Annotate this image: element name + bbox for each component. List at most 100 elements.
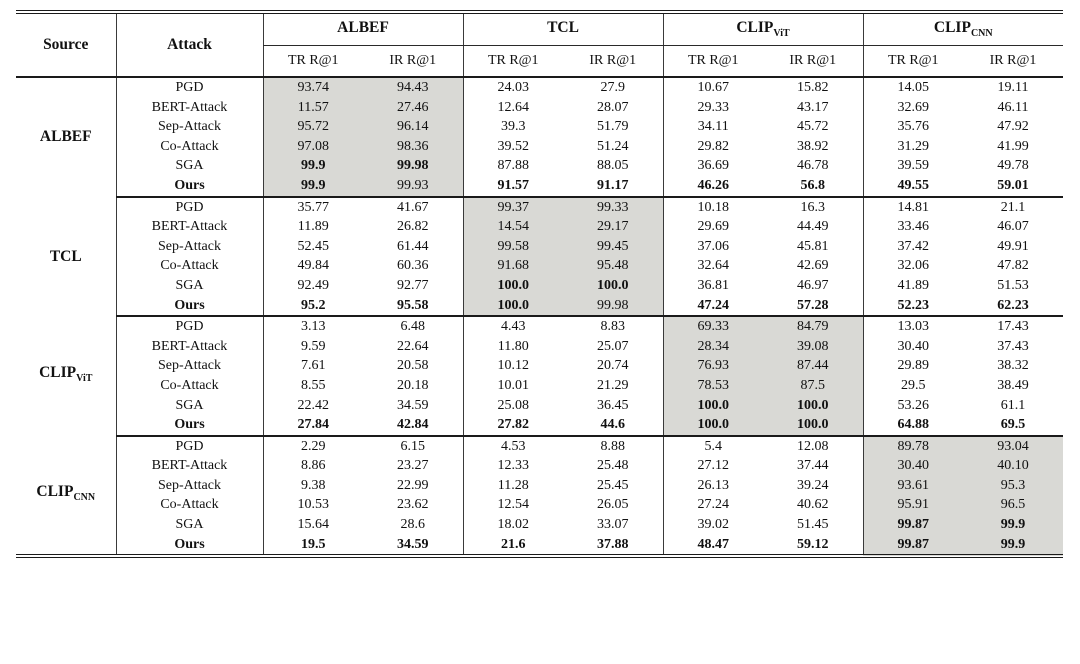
metric-value: 28.34 (662, 336, 763, 357)
metric-value: 9.38 (262, 475, 363, 496)
metric-value: 26.05 (597, 497, 629, 513)
model-group-label: CLIP (933, 19, 971, 37)
metric-value: 91.57 (462, 175, 563, 198)
metric-value: 100.0 (462, 275, 563, 296)
metric-value: 7.61 (262, 356, 363, 376)
metric-value: 99.93 (363, 175, 463, 198)
metric-value: 59.01 (963, 175, 1063, 198)
metric-value: 34.59 (397, 397, 429, 413)
metric-value: 99.9 (262, 175, 363, 198)
metric-value: 69.33 (662, 316, 763, 337)
attack-name: BERT-Attack (115, 97, 263, 118)
results-table: Source Attack ALBEF TCL CLIPViT CLIPCNN … (16, 10, 1063, 559)
metric-value: 42.69 (797, 258, 829, 274)
metric-column-header: IR R@1 (563, 45, 663, 78)
source-model-label: CLIPCNN (36, 483, 96, 504)
metric-value: 30.40 (862, 456, 963, 476)
metric-value: 35.76 (862, 117, 963, 137)
metric-value: 4.43 (462, 316, 563, 337)
metric-value: 19.11 (997, 80, 1029, 95)
attack-name: Sep-Attack (115, 475, 263, 496)
attack-name: SGA (115, 156, 263, 176)
table-row: BERT-Attack 8.86 23.27 12.33 25.48 27.12 37.44… (16, 456, 1063, 476)
metric-value: 38.92 (797, 138, 829, 154)
metric-value: 13.03 (862, 316, 963, 337)
metric-value: 29.89 (862, 356, 963, 376)
metric-value: 36.69 (662, 156, 763, 176)
metric-value: 56.8 (763, 175, 863, 198)
table-row: SGA 22.42 34.59 25.08 36.45 100.0 100.0 53.26 61… (16, 395, 1063, 416)
table-row: Sep-Attack 9.38 22.99 11.28 25.45 26.13 39.24 9… (16, 475, 1063, 496)
metric-value: 51.24 (597, 138, 629, 154)
metric-value: 38.32 (997, 358, 1029, 374)
table-row: Co-Attack 49.84 60.36 91.68 95.48 32.64 42.69 3… (16, 256, 1063, 276)
metric-value: 32.64 (662, 256, 763, 276)
metric-value: 15.64 (262, 515, 363, 535)
metric-column-header: IR R@1 (363, 45, 463, 78)
table-row: Co-Attack 8.55 20.18 10.01 21.29 78.53 87.5 29.… (16, 375, 1063, 396)
metric-value: 25.07 (597, 338, 629, 354)
metric-value: 99.9 (963, 515, 1063, 535)
metric-value: 27.24 (662, 495, 763, 516)
metric-value: 18.02 (462, 515, 563, 535)
metric-value: 100.0 (763, 415, 863, 437)
table-row: SGA 15.64 28.6 18.02 33.07 39.02 51.45 99.87 99.… (16, 515, 1063, 535)
metric-value: 96.14 (363, 117, 463, 137)
metric-value: 6.15 (400, 438, 426, 454)
metric-value: 78.53 (662, 375, 763, 396)
table-row: TCL PGD 35.77 41.67 99.37 99.33 10.18 16.3 14.81… (16, 196, 1063, 265)
metric-value: 12.08 (797, 438, 829, 454)
model-group-subscript: ViT (773, 28, 790, 40)
metric-value: 29.5 (862, 375, 963, 396)
table-row: BERT-Attack 11.89 26.82 14.54 29.17 29.69 44.4… (16, 217, 1063, 237)
metric-value: 99.87 (862, 515, 963, 535)
attack-name: SGA (115, 275, 263, 296)
metric-value: 47.24 (662, 295, 763, 318)
metric-value: 99.9 (262, 156, 363, 176)
metric-column-header: TR R@1 (462, 45, 563, 78)
source-column-header: Source (16, 12, 116, 78)
metric-value: 14.05 (862, 77, 963, 98)
metric-column-header: TR R@1 (262, 45, 363, 78)
metric-value: 46.11 (997, 99, 1029, 115)
table-header: Source Attack ALBEF TCL CLIPViT CLIPCNN … (16, 12, 1063, 78)
table-row: CLIPViT PGD 3.13 6.48 4.43 8.83 69.33 84.79 13.0… (16, 316, 1063, 384)
metric-value: 36.45 (597, 397, 629, 413)
table-row: ALBEF PGD 93.74 94.43 24.03 27.9 10.67 15.82 14.… (16, 77, 1063, 145)
metric-value: 93.04 (963, 435, 1063, 457)
table-row: BERT-Attack 9.59 22.64 11.80 25.07 28.34 39.08… (16, 336, 1063, 357)
metric-value: 98.36 (363, 136, 463, 157)
metric-value: 94.43 (363, 77, 463, 98)
metric-value: 25.48 (597, 458, 629, 474)
metric-value: 87.5 (763, 375, 863, 396)
metric-value: 39.08 (763, 336, 863, 357)
metric-value: 5.4 (662, 435, 763, 457)
metric-value: 43.17 (797, 99, 829, 115)
metric-column-header: TR R@1 (662, 45, 763, 78)
metric-value: 49.78 (997, 158, 1029, 174)
table-body: ALBEF PGD 93.74 94.43 24.03 27.9 10.67 15.82 14.… (16, 77, 1063, 557)
metric-value: 10.01 (462, 375, 563, 396)
metric-value: 30.40 (862, 336, 963, 357)
source-model-label: ALBEF (39, 128, 92, 146)
metric-value: 16.3 (800, 199, 826, 215)
metric-value: 31.29 (862, 136, 963, 157)
metric-value: 17.43 (997, 319, 1029, 335)
metric-value: 11.28 (462, 475, 563, 496)
metric-value: 14.54 (462, 217, 563, 237)
metric-value: 69.5 (963, 415, 1063, 437)
metric-value: 26.82 (397, 219, 429, 235)
metric-value: 8.86 (262, 456, 363, 476)
metric-value: 21.29 (597, 377, 629, 393)
attack-name: SGA (115, 395, 263, 416)
metric-value: 8.83 (600, 319, 626, 335)
metric-value: 37.42 (862, 236, 963, 257)
table-row: SGA 99.9 99.98 87.88 88.05 36.69 46.78 39.59 49.… (16, 156, 1063, 176)
metric-column-header: IR R@1 (963, 45, 1063, 78)
metric-value: 84.79 (763, 316, 863, 337)
metric-value: 19.5 (262, 534, 363, 557)
metric-value: 45.81 (797, 238, 829, 254)
metric-value: 22.64 (397, 338, 429, 354)
attack-name: PGD (115, 435, 263, 457)
